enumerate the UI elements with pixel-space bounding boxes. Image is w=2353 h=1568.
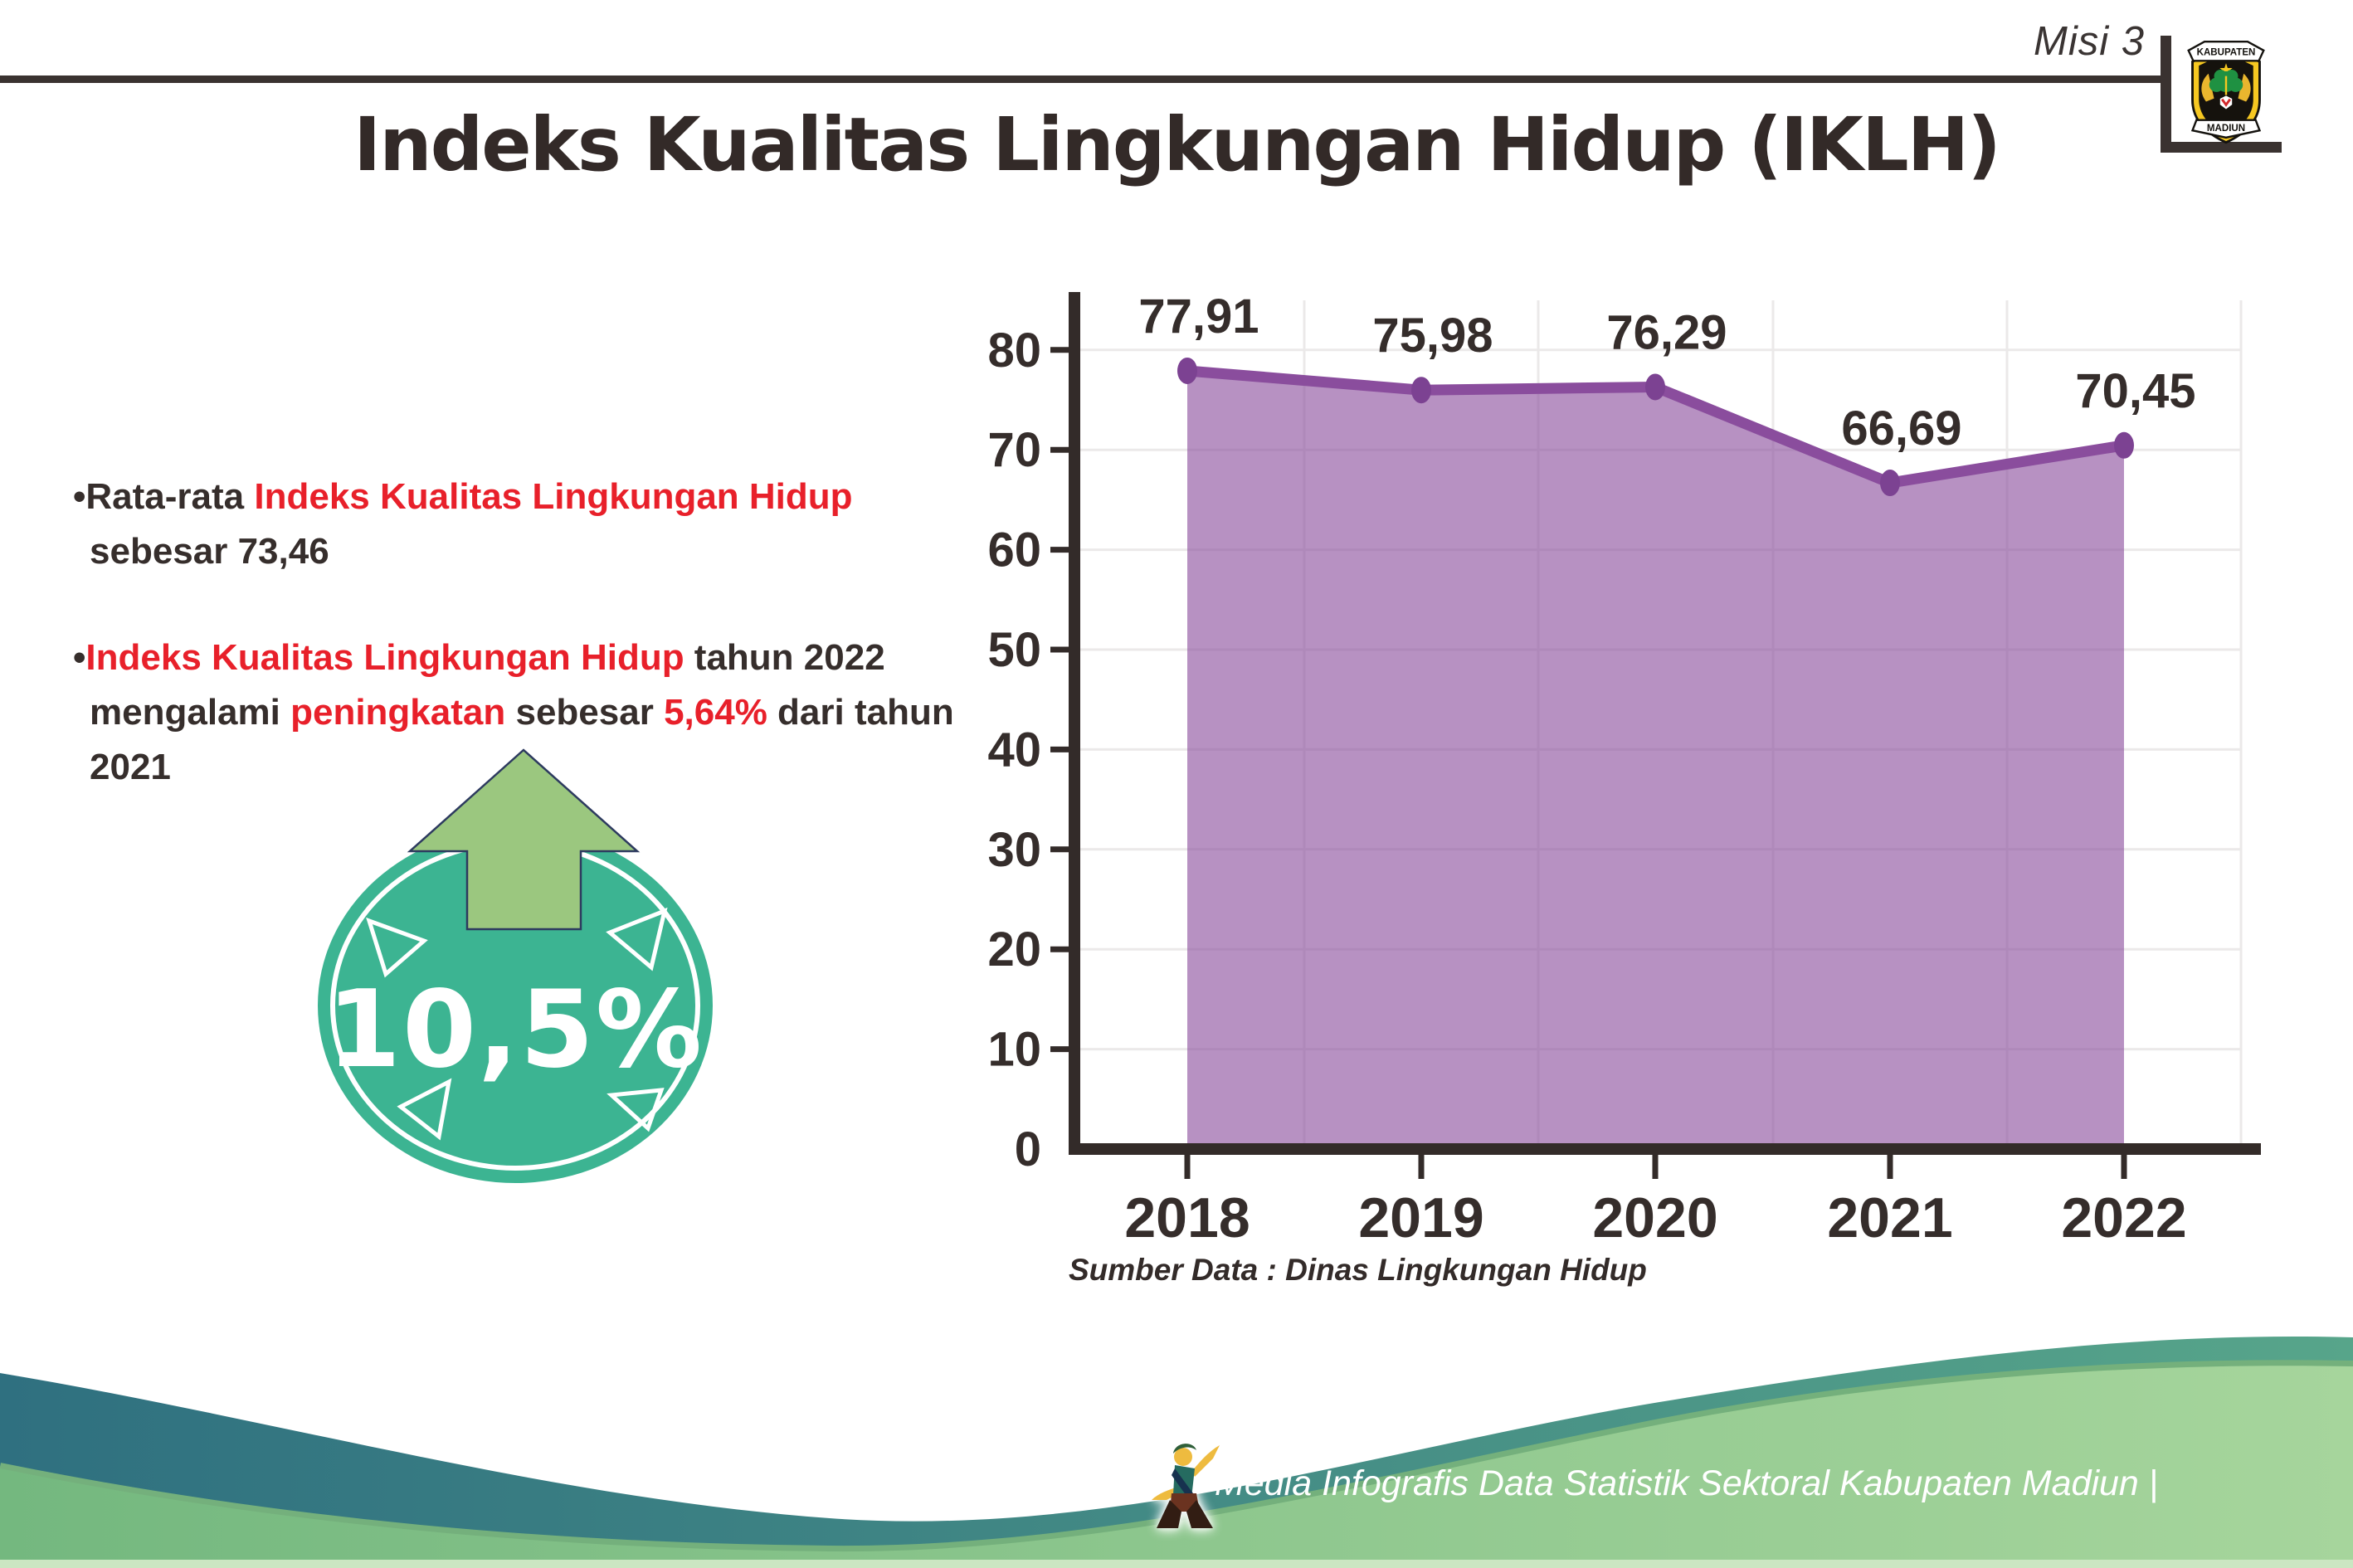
logo-frame-vertical [2161,36,2171,153]
x-axis-label: 2020 [1592,1186,1717,1249]
area-fill [1187,370,2124,1149]
data-point [1177,357,1197,384]
logo-frame-horizontal [2161,142,2282,153]
y-axis-label: 60 [987,523,1041,577]
data-point [1645,373,1665,401]
iklh-area-chart: 0 10 20 30 40 50 60 70 80 2018 2019 2020 2021 2022 77,… [987,290,2261,1249]
bullet-item: •Rata-rata Indeks Kualitas Lingkungan Hi… [73,470,973,579]
bullet-text-segment: peningkatan [290,692,506,733]
bullet-text-segment: sebesar 73,46 [90,531,329,572]
data-label: 70,45 [2075,364,2195,418]
mascot-cap [1173,1444,1196,1454]
y-axis-label: 50 [987,623,1041,677]
y-axis-label: 20 [987,923,1041,976]
kabupaten-madiun-logo: KABUPATEN MADIUN [2187,41,2265,144]
y-axis-label: 40 [987,723,1041,777]
crest-star [2219,63,2233,76]
data-point [2114,431,2134,459]
data-label: 76,29 [1606,305,1727,359]
page-title: Indeks Kualitas Lingkungan Hidup (IKLH) [353,101,2001,187]
x-axis-label: 2019 [1358,1186,1483,1249]
footer-credit: Media Infografis Data Statistik Sektoral… [1215,1463,2158,1503]
misi-label: Misi 3 [2034,19,2145,64]
data-label: 75,98 [1372,309,1493,363]
bullet-text-segment: • [73,637,86,678]
up-arrow-icon [407,748,641,931]
wave-bottom-strip [0,1560,2353,1568]
dancer-mascot-icon [1152,1444,1220,1528]
mascot-head [1174,1448,1192,1466]
crest-banner-bottom [2190,119,2262,139]
sparkle-triangles [366,907,668,1141]
bullet-text-segment: dari tahun 2021 [90,692,954,787]
data-point [1880,470,1900,497]
sparkle-triangle-icon [366,917,428,978]
crest-banner-top-text: KABUPATEN [2197,48,2256,58]
wave-green-main [0,1366,2353,1568]
crest-banner-top [2187,41,2265,62]
data-label: 77,91 [1138,290,1259,343]
x-axis-label: 2022 [2061,1186,2186,1249]
crest-center-shield [2219,95,2234,110]
x-axis-label: 2021 [1827,1186,1952,1249]
mascot-sash [1172,1468,1193,1498]
sparkle-triangle-icon [397,1078,452,1141]
bullet-item: •Indeks Kualitas Lingkungan Hidup tahun … [73,631,973,795]
data-label: 66,69 [1841,402,1961,455]
bullet-text-segment: 5,64% [664,692,767,733]
crest-wing-left [2201,73,2214,102]
header-rule [0,75,2161,83]
sparkle-triangle-icon [607,1088,665,1132]
bullet-list: •Rata-rata Indeks Kualitas Lingkungan Hi… [73,470,973,846]
sparkle-triangle-icon [606,907,668,971]
footer-wave [0,1336,2353,1568]
crest-wing-right [2238,73,2251,102]
bullet-text-segment: sebesar [505,692,665,733]
y-axis-label: 70 [987,423,1041,477]
wave-green-edge [0,1360,2353,1555]
chart-source-note: Sumber Data : Dinas Lingkungan Hidup [1069,1253,1647,1287]
bullet-text-segment: Indeks Kualitas Lingkungan Hidup [254,476,853,517]
bullet-text-segment: Indeks Kualitas Lingkungan Hidup [85,637,684,678]
up-arrow-shape [407,748,641,931]
mascot-arm-right [1191,1445,1220,1477]
mascot-legs [1157,1500,1213,1528]
y-axis-label: 10 [987,1023,1041,1077]
bullet-text-segment: tahun 2022 mengalami [90,637,885,733]
crest-tree [2209,69,2243,100]
x-axis-label: 2018 [1124,1186,1250,1249]
y-axis-label: 30 [987,823,1041,877]
y-axis-label: 80 [987,324,1041,377]
crest-banner-bottom-text: MADIUN [2207,124,2245,134]
data-point [1411,377,1431,404]
y-axis-label: 0 [1015,1122,1041,1176]
bullet-text-segment: •Rata-rata [73,476,255,517]
